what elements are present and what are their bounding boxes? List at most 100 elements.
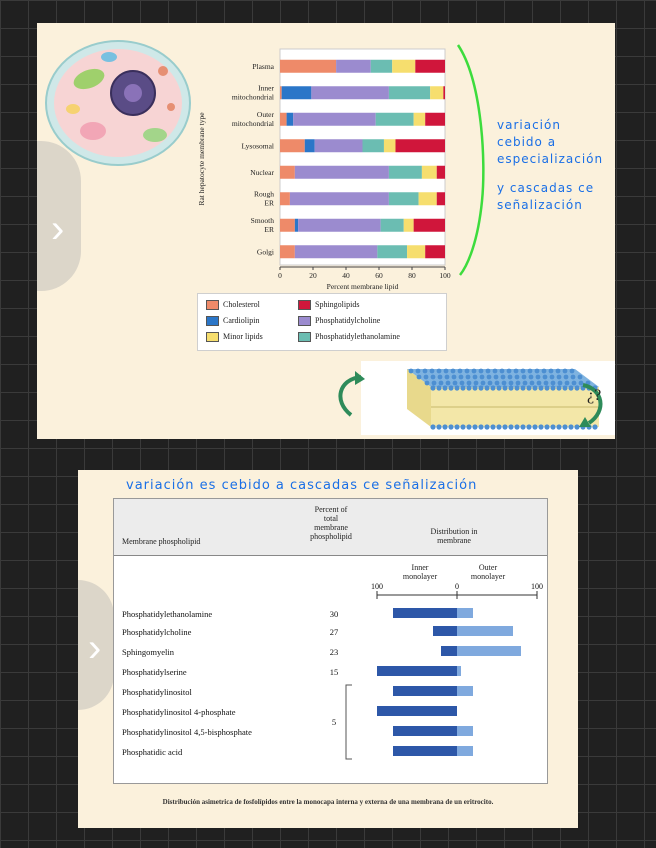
lipid-head: [542, 374, 548, 380]
group-percent: 5: [332, 717, 336, 727]
lipid-head: [544, 424, 550, 430]
lipid-head: [550, 385, 556, 391]
category-label: Golgi: [257, 247, 274, 256]
lipid-head: [520, 385, 526, 391]
chart-legend: Cholesterol Sphingolipids Cardiolipin Ph…: [197, 293, 447, 351]
lipid-head: [464, 368, 470, 374]
lipid-head: [416, 374, 422, 380]
bar-segment: [413, 218, 445, 232]
note-line: y cascadas ce: [497, 181, 595, 195]
inner-bar: [393, 726, 457, 736]
bar-segment: [294, 218, 299, 232]
row-label: Phosphatidylinositol 4,5-bisphosphate: [122, 727, 252, 737]
lipid-head: [442, 385, 448, 391]
header-line: membrane: [437, 536, 471, 545]
chevron-right-icon[interactable]: ›: [51, 207, 65, 251]
lipid-head: [538, 385, 544, 391]
category-label: Smooth: [251, 216, 275, 225]
note-line: señalización: [497, 198, 583, 212]
bar-segment: [388, 86, 431, 100]
lipid-head: [499, 368, 505, 374]
bar-segment: [304, 139, 315, 153]
percent-value: 23: [330, 647, 339, 657]
lipid-head: [550, 424, 556, 430]
inner-bar: [377, 666, 457, 676]
chevron-right-icon[interactable]: ›: [88, 626, 102, 670]
bar-segment: [436, 192, 445, 206]
slide-nav-tab[interactable]: [37, 141, 81, 291]
bar-segment: [425, 112, 445, 126]
lipid-head: [507, 374, 513, 380]
note-line: especialización: [497, 152, 604, 166]
row-label: Sphingomyelin: [122, 647, 175, 657]
lipid-head: [570, 374, 576, 380]
legend-item-phosphatidylethanolamine: Phosphatidylethanolamine: [298, 332, 400, 343]
lipid-head: [422, 368, 428, 374]
distribution-chart: 100 0 100 Phosphatidylethanolamine 30 Phospha…: [122, 582, 543, 760]
lipid-head: [549, 374, 555, 380]
lipid-head: [555, 368, 561, 374]
lipid-head: [569, 368, 575, 374]
inner-bar: [393, 608, 457, 618]
lipid-head: [465, 374, 471, 380]
lipid-head: [454, 385, 460, 391]
lipid-head: [538, 424, 544, 430]
header-line: Distribution in: [430, 527, 478, 536]
category-label: Inner: [258, 83, 274, 92]
lipid-head: [535, 374, 541, 380]
lipid-head: [506, 368, 512, 374]
group-bracket: [345, 684, 352, 760]
bar-segment: [362, 139, 384, 153]
membrane-lipid-chart: PlasmaInnermitochondrialOutermitochondri…: [197, 48, 451, 291]
cycle-arrow-left-icon: [338, 371, 365, 417]
lipid-head: [528, 374, 534, 380]
bar-segment: [280, 139, 305, 153]
header-line: total: [323, 514, 339, 523]
bar-segment: [421, 165, 437, 179]
lipid-head: [574, 385, 580, 391]
bar-segment: [388, 192, 419, 206]
bar-segment: [293, 112, 376, 126]
bar-segment: [280, 192, 290, 206]
table-header-band: [114, 499, 547, 556]
lipid-head: [556, 374, 562, 380]
lipid-head: [436, 424, 442, 430]
lipid-head: [494, 380, 500, 386]
row-label: Phosphatidylserine: [122, 667, 187, 677]
legend-swatch: [298, 300, 311, 311]
inner-bar: [441, 646, 457, 656]
legend-item-sphingolipids: Sphingolipids: [298, 300, 359, 311]
x-tick-label: 60: [375, 271, 383, 280]
x-axis-label: Percent membrane lipid: [327, 282, 399, 291]
lipid-head: [460, 424, 466, 430]
percent-value: 15: [330, 667, 339, 677]
outer-bar: [457, 608, 473, 618]
lipid-head: [490, 385, 496, 391]
lipid-head: [520, 368, 526, 374]
bar-segment: [280, 218, 295, 232]
category-label: Lysosomal: [241, 141, 274, 150]
lipid-head: [520, 424, 526, 430]
slide-nav-tab[interactable]: [78, 580, 114, 710]
lipid-head: [472, 385, 478, 391]
column-header-phospholipid: Membrane phospholipid: [122, 537, 201, 546]
lipid-head: [484, 385, 490, 391]
bar-segment: [407, 245, 426, 259]
bar-segment: [294, 165, 389, 179]
slide-1: › Plasma Inner mitochondrial Outer mitochond…: [37, 23, 615, 439]
x-tick-label: 40: [342, 271, 350, 280]
category-label: ER: [264, 225, 274, 234]
lipid-head: [454, 424, 460, 430]
outer-bar: [457, 626, 513, 636]
lipid-head: [508, 380, 514, 386]
bar-segment: [415, 59, 445, 73]
legend-label: Cardiolipin: [223, 316, 260, 325]
header-line: Outer: [478, 563, 498, 572]
y-axis-label: Rat hepatocyte membrane type: [197, 112, 206, 206]
x-tick-label: 0: [278, 271, 282, 280]
bar-segment: [311, 86, 389, 100]
legend-label: Phosphatidylcholine: [315, 316, 381, 325]
header-line: monolayer: [470, 572, 506, 581]
column-header-percent: Percent of total membrane phospholipid: [294, 505, 368, 541]
lipid-head: [577, 374, 583, 380]
